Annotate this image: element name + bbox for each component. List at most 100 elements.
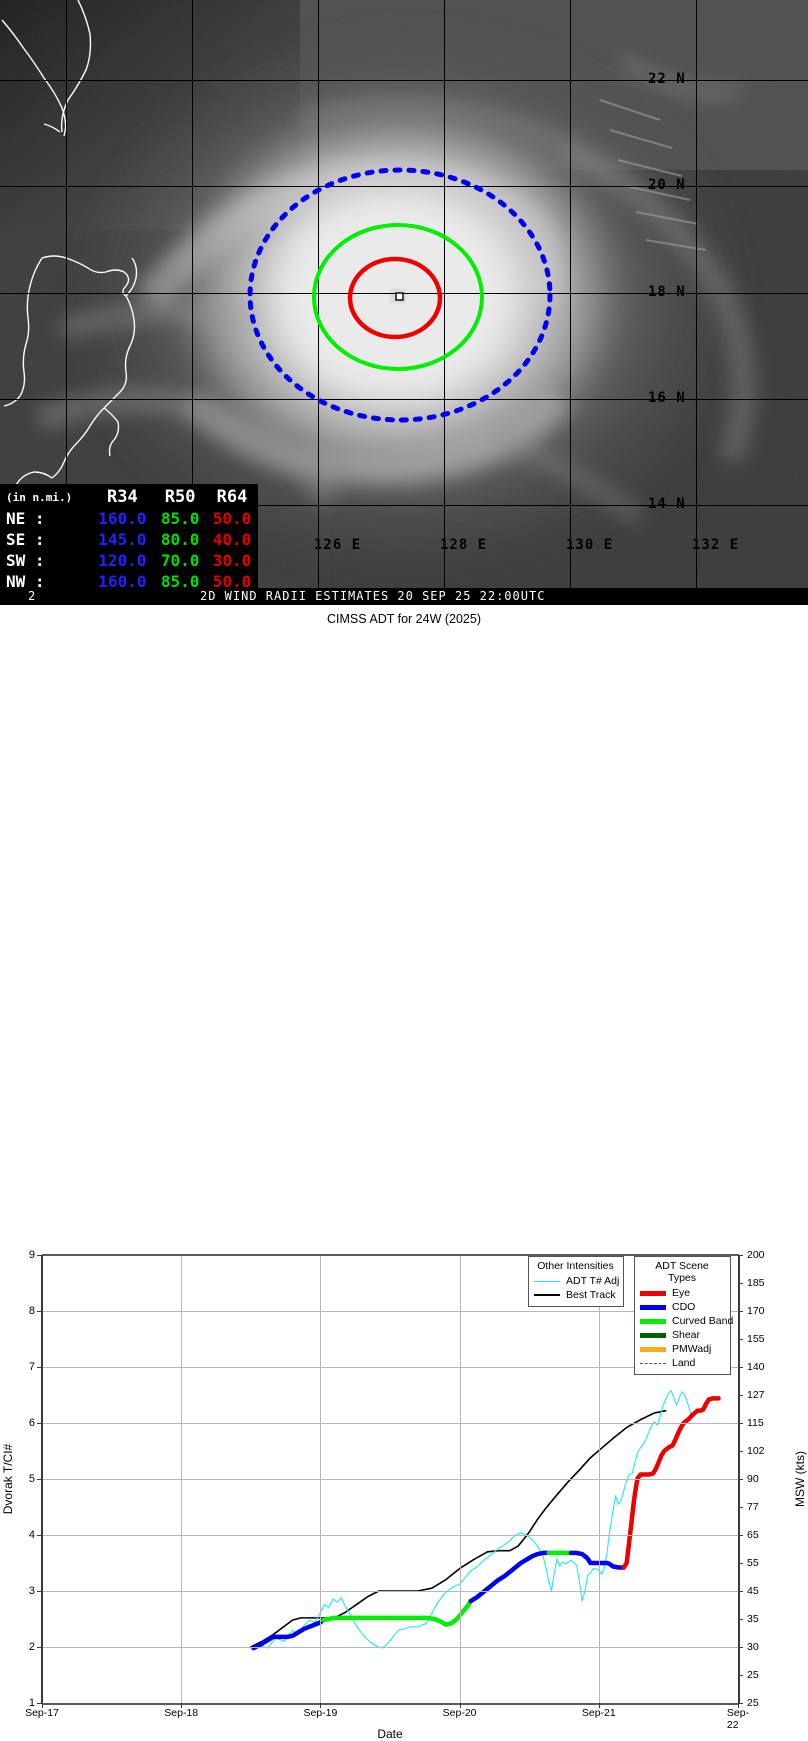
y-tick-mark: [37, 1535, 42, 1536]
x-tick-label: Sep-21: [581, 1707, 616, 1719]
radii-value-r50: 70.0: [160, 551, 200, 570]
secondary-y-tick-mark: [738, 1423, 743, 1424]
y-axis-label: Dvorak T/CI#: [1, 1443, 15, 1515]
y-tick-label: 9: [28, 1249, 35, 1261]
secondary-y-tick-label: 90: [747, 1473, 759, 1485]
secondary-y-tick-label: 65: [747, 1529, 759, 1541]
legend-title: Other Intensities: [537, 1260, 614, 1272]
legend-adt-scene-types: ADT Scene Types Eye CDO Curved Band Shear PM…: [634, 1256, 733, 1375]
secondary-y-tick-mark: [738, 1311, 743, 1312]
legend-swatch: [640, 1304, 666, 1310]
secondary-y-tick-mark: [738, 1535, 743, 1536]
legend-title: ADT Scene Types: [655, 1260, 709, 1284]
secondary-y-tick-label: 25: [747, 1669, 759, 1681]
legend-entry: PMWadj: [640, 1342, 724, 1356]
footer-caption: 2D WIND RADII ESTIMATES 20 SEP 25 22:00U…: [200, 589, 546, 603]
gridline-horizontal: [42, 1591, 738, 1592]
x-tick-label: Sep-20: [442, 1707, 477, 1719]
radii-quadrant: NE :: [6, 509, 45, 528]
y-tick-mark: [37, 1591, 42, 1592]
radii-value-r64: 30.0: [212, 551, 252, 570]
gridline-vertical: [320, 1255, 322, 1703]
table-row: SE : 145.0 80.0 40.0: [0, 529, 258, 550]
secondary-y-tick-mark: [738, 1451, 743, 1452]
secondary-y-tick-label: 77: [747, 1501, 759, 1513]
r34-ring-blue: [247, 167, 553, 423]
legend-label: Curved Band: [672, 1315, 734, 1327]
secondary-y-tick-label: 115: [747, 1417, 764, 1429]
secondary-y-tick-label: 55: [747, 1557, 759, 1569]
legend-label: Land: [672, 1357, 696, 1369]
radii-value-r50: 85.0: [160, 572, 200, 591]
secondary-y-tick-label: 45: [747, 1585, 759, 1597]
secondary-y-tick-mark: [738, 1367, 743, 1368]
y-tick-label: 7: [28, 1361, 35, 1373]
table-row: NE : 160.0 85.0 50.0: [0, 508, 258, 529]
radii-units-note: (in n.mi.): [6, 490, 73, 504]
secondary-y-tick-mark: [738, 1507, 743, 1508]
radii-col-r64: R64: [216, 487, 248, 507]
secondary-y-axis-label: MSW (kts): [793, 1451, 807, 1507]
y-tick-label: 4: [28, 1529, 35, 1541]
y-tick-mark: [37, 1311, 42, 1312]
legend-entry: ADT T# Adj: [534, 1274, 620, 1288]
secondary-y-tick-label: 35: [747, 1613, 759, 1625]
secondary-y-tick-mark: [738, 1339, 743, 1340]
axis-bottom: [42, 1703, 739, 1705]
r50-ring-green: [312, 223, 484, 371]
lat-label: 14 N: [648, 496, 686, 512]
radii-value-r64: 50.0: [212, 572, 252, 591]
secondary-y-tick-mark: [738, 1395, 743, 1396]
x-tick-label: Sep-17: [25, 1707, 59, 1719]
gridline-vertical: [459, 1255, 461, 1703]
series-line: [251, 1617, 326, 1651]
legend-label: Eye: [672, 1287, 691, 1299]
gridline-horizontal: [42, 1647, 738, 1648]
y-tick-label: 3: [28, 1585, 35, 1597]
legend-entry: CDO: [640, 1300, 724, 1314]
secondary-y-tick-mark: [738, 1563, 743, 1564]
legend-label: PMWadj: [672, 1343, 712, 1355]
legend-swatch: [640, 1346, 666, 1352]
legend-other-intensities: Other Intensities ADT T# Adj Best Track: [528, 1256, 624, 1307]
legend-swatch: [534, 1280, 560, 1282]
lon-label: 126 E: [314, 537, 362, 553]
legend-entry: Best Track: [534, 1288, 617, 1302]
satellite-image-panel: 22 N 20 N 18 N 16 N 14 N 126 E 128 E 130…: [0, 0, 808, 605]
legend-label: ADT T# Adj: [566, 1275, 620, 1287]
series-line: [468, 1550, 551, 1604]
secondary-y-tick-label: 200: [747, 1249, 765, 1261]
legend-entry: Eye: [640, 1286, 724, 1300]
secondary-y-tick-mark: [738, 1647, 743, 1648]
lon-label: 132 E: [692, 537, 740, 553]
x-tick-mark: [320, 1703, 322, 1708]
wind-radii-overlay: [247, 167, 553, 423]
y-tick-mark: [37, 1479, 42, 1480]
x-tick-mark: [42, 1703, 43, 1708]
radii-value-r34: 145.0: [98, 530, 147, 549]
y-tick-label: 6: [28, 1417, 35, 1429]
lat-label: 18 N: [648, 284, 686, 300]
legend-entries: Eye CDO Curved Band Shear PMWadj Land: [640, 1286, 733, 1370]
lat-label: 20 N: [648, 177, 686, 193]
radii-col-r50: R50: [164, 487, 196, 507]
legend-entries: ADT T# Adj Best Track: [534, 1274, 620, 1302]
radii-quadrant: SW :: [6, 551, 45, 570]
legend-label: CDO: [672, 1301, 696, 1313]
x-tick-mark: [459, 1703, 461, 1708]
legend-entry: Land: [640, 1356, 724, 1370]
radii-quadrant: SE :: [6, 530, 45, 549]
radii-value-r34: 160.0: [98, 572, 147, 591]
radii-value-r50: 85.0: [160, 509, 200, 528]
legend-label: Best Track: [566, 1289, 616, 1301]
legend-swatch: [640, 1332, 666, 1338]
secondary-y-tick-mark: [738, 1283, 743, 1284]
wind-radii-table: (in n.mi.) R34 R50 R64 NE : 160.0 85.0 5…: [0, 484, 258, 594]
legend-swatch: [534, 1294, 560, 1296]
y-tick-label: 8: [28, 1305, 35, 1317]
legend-label: Shear: [672, 1329, 701, 1341]
y-tick-mark: [37, 1423, 42, 1424]
gridline-vertical: [598, 1255, 600, 1703]
y-tick-mark: [37, 1367, 42, 1368]
